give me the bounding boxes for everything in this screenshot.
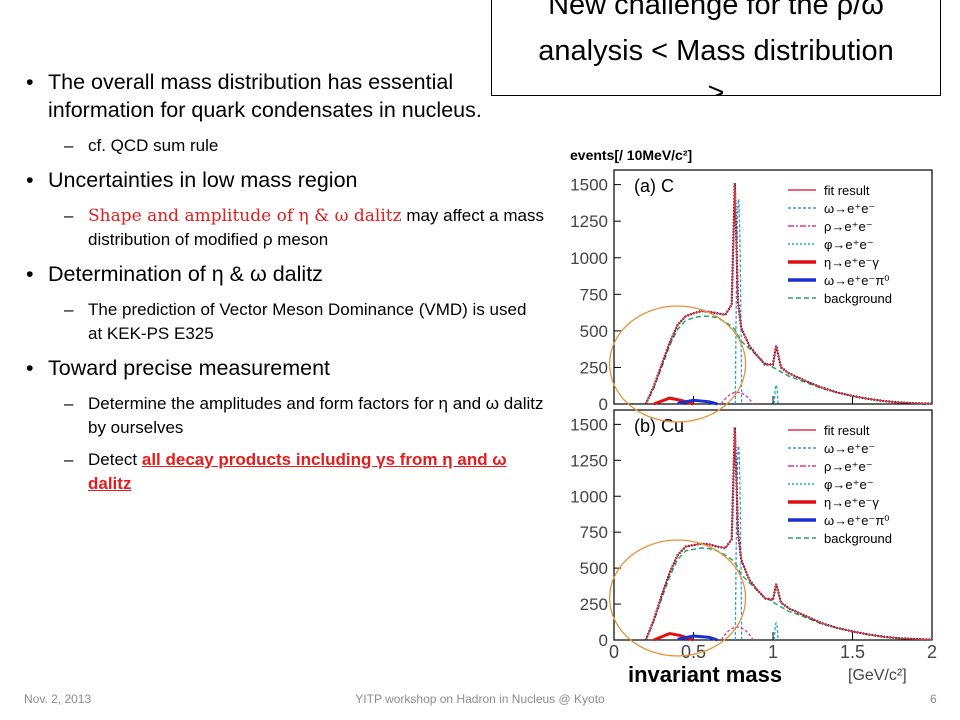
slide-title: New challenge for the ρ/ω analysis < Mas… [491,0,941,96]
legend-label: η→e⁺e⁻γ [824,495,879,510]
title-line-2: analysis < Mass distribution [538,35,894,67]
y-tick-label: 500 [580,559,608,578]
rho-ee-curve [720,391,754,405]
legend-label: background [824,291,892,306]
sub-bullet-3-1: – The prediction of Vector Meson Dominanc… [64,300,527,343]
x-tick-label: 0 [609,642,619,662]
y-tick-label: 250 [580,595,608,614]
footer-date: Nov. 2, 2013 [24,692,92,706]
y-tick-label: 750 [580,523,608,542]
phi-ee-curve [773,384,779,405]
panel-label: (b) Cu [634,416,684,436]
x-axis-unit: [GeV/c²] [848,667,907,684]
legend-label: φ→e⁺e⁻ [824,237,874,252]
legend-label: background [824,531,892,546]
y-tick-label: 1500 [570,176,608,195]
title-line-3: > [707,77,725,96]
y-tick-label: 1250 [570,212,608,231]
x-tick-label: 1 [768,642,778,662]
y-tick-label: 0 [599,631,608,650]
sub-bullet-4-1: – Determine the amplitudes and form facto… [64,394,544,437]
bullet-2: • Uncertainties in low mass region [26,168,358,192]
omega-dalitz-curve [677,634,718,642]
legend-label: fit result [824,423,870,438]
x-tick-label: 1.5 [840,642,865,662]
title-line-1: New challenge for the ρ/ω [548,0,884,21]
footer-page-number: 6 [930,692,937,706]
sub-bullet-4-2: – Detect all decay products including γs … [64,450,507,493]
fit-result-line [645,183,933,405]
legend-label: ω→e⁺e⁻ [824,441,875,456]
legend-label: η→e⁺e⁻γ [824,255,879,270]
x-tick-label: 2 [927,642,937,662]
background-curve [645,315,933,405]
highlight-ellipse-2 [608,539,747,657]
legend-label: ω→e⁺e⁻ [824,201,875,216]
panel-label: (a) C [634,176,674,196]
legend-label: fit result [824,183,870,198]
x-axis-label: invariant mass [628,662,782,687]
legend-label: ρ→e⁺e⁻ [824,219,873,234]
y-tick-label: 750 [580,285,608,304]
footer-event: YITP workshop on Hadron in Nucleus @ Kyo… [355,692,605,706]
bullet-list: • The overall mass distribution has essen… [24,68,544,504]
x-tick-label: 0.5 [681,642,706,662]
y-tick-label: 1250 [570,451,608,470]
bullet-3: • Determination of η & ω dalitz [26,262,323,286]
legend-label: ω→e⁺e⁻π⁰ [824,273,890,288]
omega-ee-curve [734,198,743,405]
sub-bullet-1-1: – cf. QCD sum rule [64,136,219,155]
legend-label: ρ→e⁺e⁻ [824,459,873,474]
y-tick-label: 0 [599,395,608,414]
bullet-1: • The overall mass distribution has essen… [26,70,482,122]
fit-result-line [645,427,933,641]
sub-bullet-2-1: – Shape and amplitude of η & ω dalitz may… [64,206,544,249]
mass-distribution-chart: events[/ 10MeV/c²]0250500750100012501500… [570,147,937,687]
omega-ee-curve [734,445,743,641]
legend-label: φ→e⁺e⁻ [824,477,874,492]
legend-label: ω→e⁺e⁻π⁰ [824,513,890,528]
y-tick-label: 250 [580,358,608,377]
phi-ee-curve [773,622,779,641]
omega-dalitz-curve [677,398,718,406]
y-tick-label: 1000 [570,487,608,506]
background-curve [645,547,933,641]
bullet-4: • Toward precise measurement [26,356,331,380]
y-tick-label: 500 [580,322,608,341]
y-axis-label: events[/ 10MeV/c²] [570,147,692,163]
y-tick-label: 1500 [570,415,608,434]
y-tick-label: 1000 [570,249,608,268]
highlight-ellipse-1 [608,305,747,423]
